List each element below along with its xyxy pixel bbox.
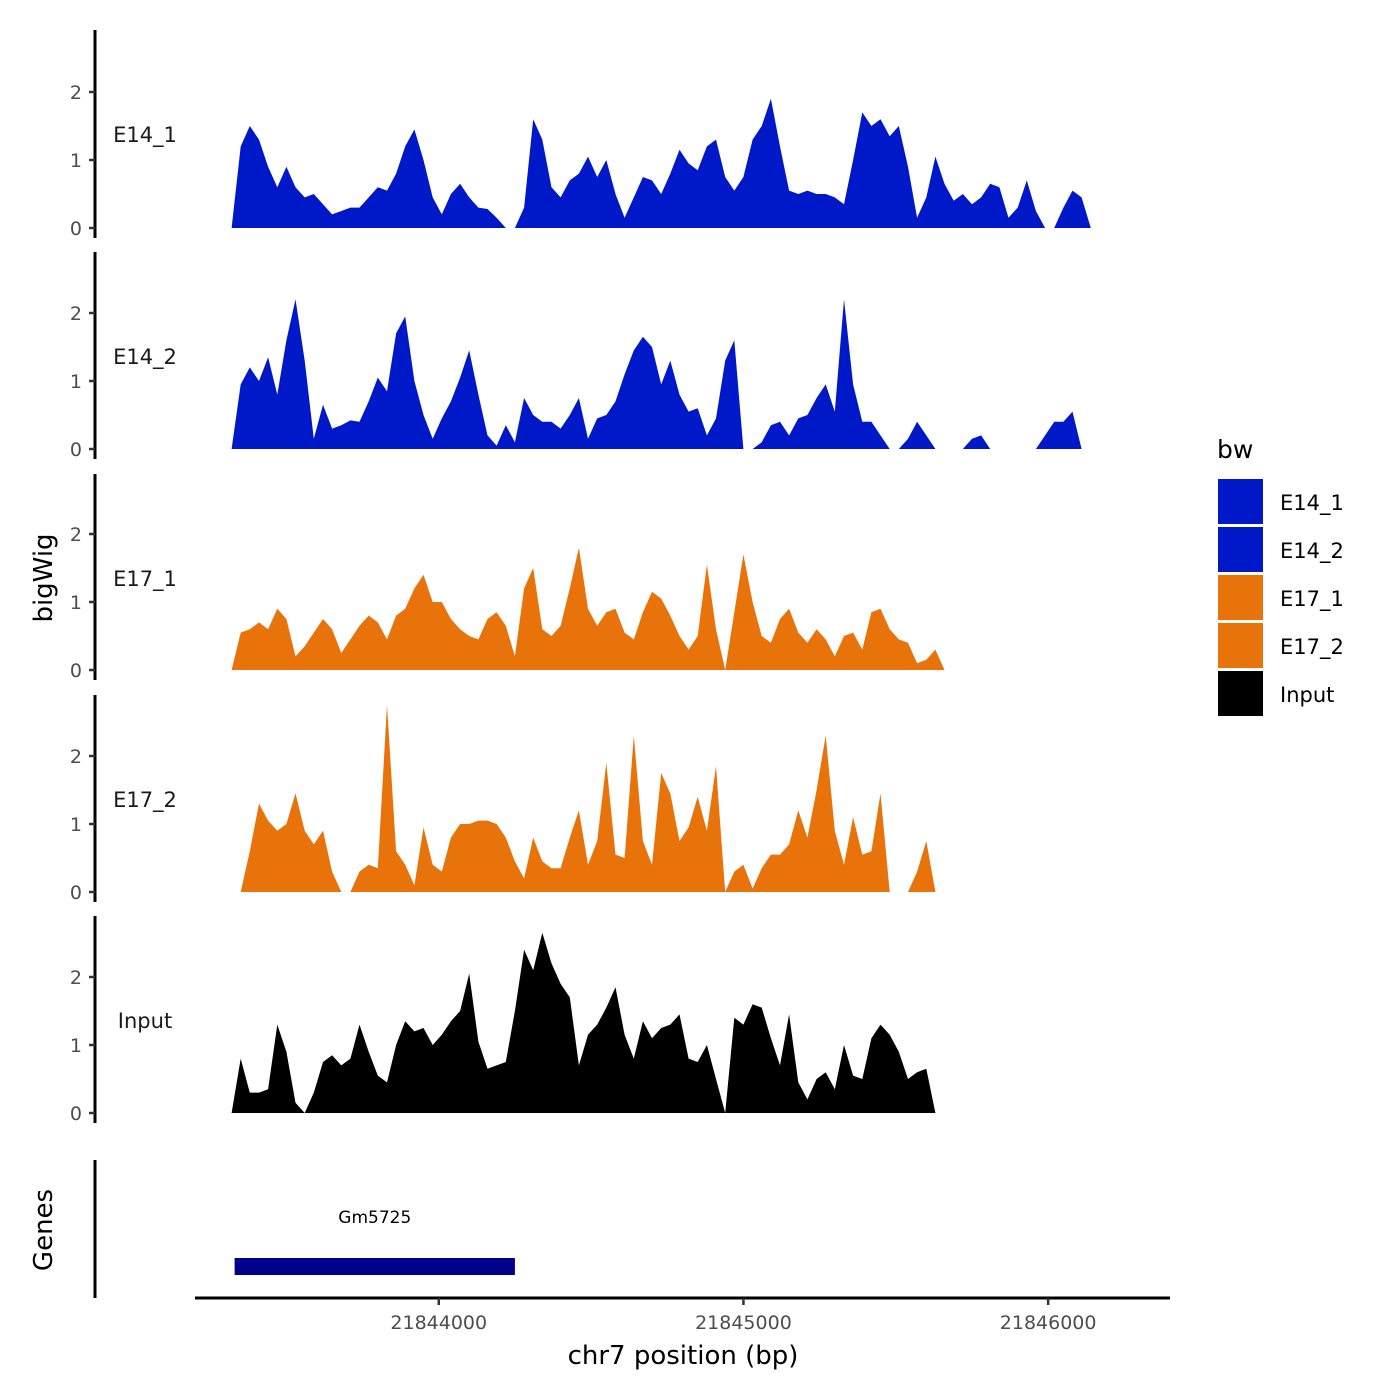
legend-label-E17_1: E17_1 (1280, 587, 1344, 612)
strip-label-E17_2: E17_2 (113, 788, 177, 813)
y-tick-label: 2 (70, 746, 82, 768)
legend-swatch-E17_1 (1218, 575, 1263, 620)
y-tick-label: 0 (70, 218, 82, 240)
y-tick-label: 2 (70, 303, 82, 325)
area-Input (231, 932, 1119, 1113)
x-tick-label: 21844000 (390, 1312, 487, 1334)
strip-label-Input: Input (118, 1009, 172, 1033)
y-tick-label: 1 (70, 814, 82, 836)
x-axis: 21844000 21845000 21846000 (195, 1296, 1170, 1334)
y-tick-label: 2 (70, 524, 82, 546)
legend-swatch-E17_2 (1218, 623, 1263, 668)
y-tick-label: 1 (70, 592, 82, 614)
x-axis-title: chr7 position (bp) (568, 1341, 799, 1371)
y-axis-title: bigWig (29, 533, 59, 622)
track-E17_1: 0 1 2 E17_1 (70, 474, 1119, 682)
y-tick-label: 1 (70, 371, 82, 393)
y-tick-label: 2 (70, 82, 82, 104)
gene-bar-Gm5725 (234, 1258, 515, 1275)
legend-label-E14_2: E14_2 (1280, 539, 1344, 564)
track-E14_1: 0 1 2 E14_1 (70, 30, 1119, 240)
legend-title: bw (1217, 435, 1253, 464)
track-Input: 0 1 2 Input (70, 916, 1119, 1125)
genes-panel: Gm5725 (93, 1160, 515, 1298)
strip-label-E14_1: E14_1 (113, 123, 177, 148)
legend: E14_1 E14_2 E17_1 E17_2 Input (1218, 479, 1344, 716)
y-tick-label: 1 (70, 150, 82, 172)
y-tick-label: 0 (70, 882, 82, 904)
y-tick-label: 0 (70, 1103, 82, 1125)
signal-tracks: 0 1 2 E14_1 0 1 2 E14_2 0 1 2 E17_1 0 1 2 E17_2 0 1 2 Input (70, 30, 1119, 1125)
x-tick-label: 21846000 (1000, 1312, 1097, 1334)
legend-swatch-E14_2 (1218, 527, 1263, 572)
y-tick-label: 0 (70, 660, 82, 682)
y-tick-label: 1 (70, 1035, 82, 1057)
legend-label-E17_2: E17_2 (1280, 635, 1344, 660)
area-E14_1 (231, 98, 1119, 228)
legend-swatch-Input (1218, 671, 1263, 716)
genes-axis-title: Genes (29, 1189, 59, 1271)
y-tick-label: 0 (70, 439, 82, 461)
legend-label-Input: Input (1280, 683, 1334, 707)
x-tick-label: 21845000 (695, 1312, 792, 1334)
area-E17_2 (231, 705, 1119, 892)
strip-label-E17_1: E17_1 (113, 567, 177, 592)
legend-swatch-E14_1 (1218, 479, 1263, 524)
gene-label-Gm5725: Gm5725 (338, 1208, 411, 1228)
area-E14_2 (231, 299, 1119, 449)
track-E17_2: 0 1 2 E17_2 (70, 695, 1119, 904)
track-E14_2: 0 1 2 E14_2 (70, 252, 1119, 461)
legend-label-E14_1: E14_1 (1280, 491, 1344, 516)
y-tick-label: 2 (70, 967, 82, 989)
area-E17_1 (231, 547, 1119, 670)
strip-label-E14_2: E14_2 (113, 345, 177, 370)
